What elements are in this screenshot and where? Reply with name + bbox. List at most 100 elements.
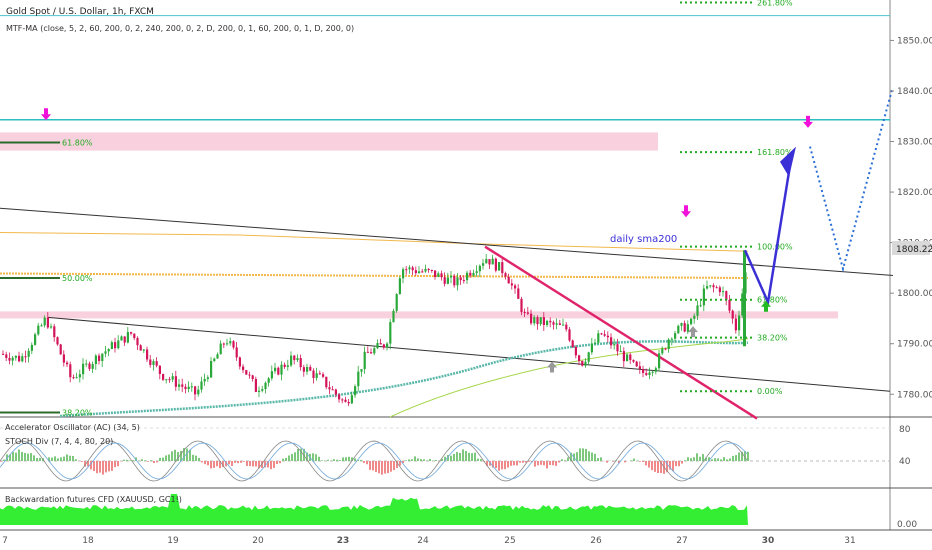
oscillator-bar <box>648 461 650 468</box>
oscillator-bar <box>306 452 308 461</box>
price-axis[interactable]: 1780.001790.001800.001810.001820.001830.… <box>890 36 932 400</box>
oscillator-bar <box>165 455 167 461</box>
oscillator-bar <box>339 460 341 461</box>
candle-down <box>574 346 577 356</box>
candle-down <box>2 353 5 355</box>
candle-down <box>411 267 414 271</box>
oscillator-bar <box>66 454 68 461</box>
oscillator-bar <box>90 461 92 470</box>
oscillator-bar <box>6 454 8 461</box>
candle-down <box>130 332 133 334</box>
candle-up <box>280 364 283 375</box>
oscillator-bar <box>510 461 512 466</box>
fib-layer: 61.80% 50.00% 38.20% 261.80% 161.80% 100.00% 6… <box>0 0 793 417</box>
oscillator-bar <box>528 461 530 462</box>
candle-down <box>414 270 417 274</box>
oscillator-bar <box>21 451 23 461</box>
oscillator-bar <box>696 453 698 461</box>
candle-down <box>366 351 369 353</box>
oscillator-bar <box>390 461 392 472</box>
candle-down <box>382 344 385 348</box>
candle-down <box>616 344 619 352</box>
oscillator-bar <box>591 452 593 461</box>
oscillator-bar <box>363 461 365 463</box>
oscillator-bar <box>723 457 725 461</box>
candle-up <box>648 372 651 376</box>
oscillator-bar <box>213 461 215 468</box>
candle-down <box>379 343 382 345</box>
candle-down <box>520 298 523 313</box>
time-axis[interactable]: 7 18 19 20 23 24 25 26 27 30 31 <box>2 536 856 546</box>
candle-up <box>702 288 705 306</box>
candle-up <box>661 348 664 354</box>
oscillator-bar <box>711 459 713 461</box>
oscillator-bar <box>285 457 287 461</box>
oscillator-bar <box>588 451 590 461</box>
candle-up <box>395 294 398 311</box>
oscillator-bar <box>507 461 509 468</box>
candle-up <box>696 305 699 316</box>
oscillator-bar <box>36 457 38 461</box>
candle-down <box>725 291 728 300</box>
oscillator-bar <box>576 452 578 461</box>
arrow-up-grey <box>547 361 557 373</box>
candle-down <box>558 323 561 325</box>
candle-down <box>162 373 165 380</box>
oscillator-bar <box>144 460 146 461</box>
oscillator-bar <box>252 461 254 467</box>
oscillator-bar <box>249 461 251 467</box>
candle-down <box>430 270 433 272</box>
oscillator-bar <box>273 461 275 468</box>
stoch-k-line <box>0 440 748 482</box>
oscillator-bar <box>9 454 11 461</box>
candle-down <box>514 285 517 289</box>
oscillator-bar <box>594 453 596 461</box>
candle-up <box>619 351 622 353</box>
oscillator-bar <box>297 448 299 461</box>
candle-down <box>507 276 510 284</box>
oscillator-bar <box>207 461 209 466</box>
oscillator-bar <box>240 461 242 463</box>
candle-up <box>680 323 683 326</box>
oscillator-pane <box>0 427 890 482</box>
oscillator-bar <box>516 461 518 466</box>
candle-down <box>443 277 446 284</box>
oscillator-bar <box>117 461 119 467</box>
candle-up <box>498 262 501 271</box>
oscillator-bar <box>534 461 536 467</box>
fib-right-label: 61.80% <box>757 296 788 305</box>
oscillator-bar <box>162 457 164 461</box>
oscillator-bar <box>639 461 641 462</box>
oscillator-bar <box>624 461 626 463</box>
fib-right-label: 0.00% <box>757 387 783 396</box>
oscillator-bar <box>441 458 443 461</box>
candle-down <box>427 268 430 271</box>
candle-up <box>315 373 318 378</box>
candle-down <box>222 343 225 345</box>
oscillator-bar <box>600 457 602 461</box>
oscillator-bar <box>657 461 659 473</box>
candle-up <box>210 361 213 378</box>
candle-down <box>293 355 296 361</box>
oscillator-bar <box>729 458 731 461</box>
oscillator-bar <box>465 450 467 461</box>
oscillator-bar <box>72 455 74 461</box>
oscillator-bar <box>312 453 314 461</box>
oscillator-bar <box>690 458 692 461</box>
oscillator-bar <box>333 459 335 461</box>
candle-down <box>5 354 8 358</box>
x-tick-label: 18 <box>82 536 94 546</box>
oscillator-bar <box>276 461 278 464</box>
supply-zone <box>0 132 658 151</box>
y-tick-label: 1820.00 <box>897 188 932 198</box>
candle-down <box>232 341 235 348</box>
candle-up <box>270 371 273 379</box>
arrow-up-grey <box>688 326 698 338</box>
candle-down <box>578 355 581 361</box>
candle-up <box>178 384 181 387</box>
volume-tick-0: 0.00 <box>897 520 917 530</box>
candle-down <box>184 386 187 390</box>
candle-down <box>155 361 158 366</box>
oscillator-bar <box>381 461 383 475</box>
candle-up <box>165 379 168 381</box>
